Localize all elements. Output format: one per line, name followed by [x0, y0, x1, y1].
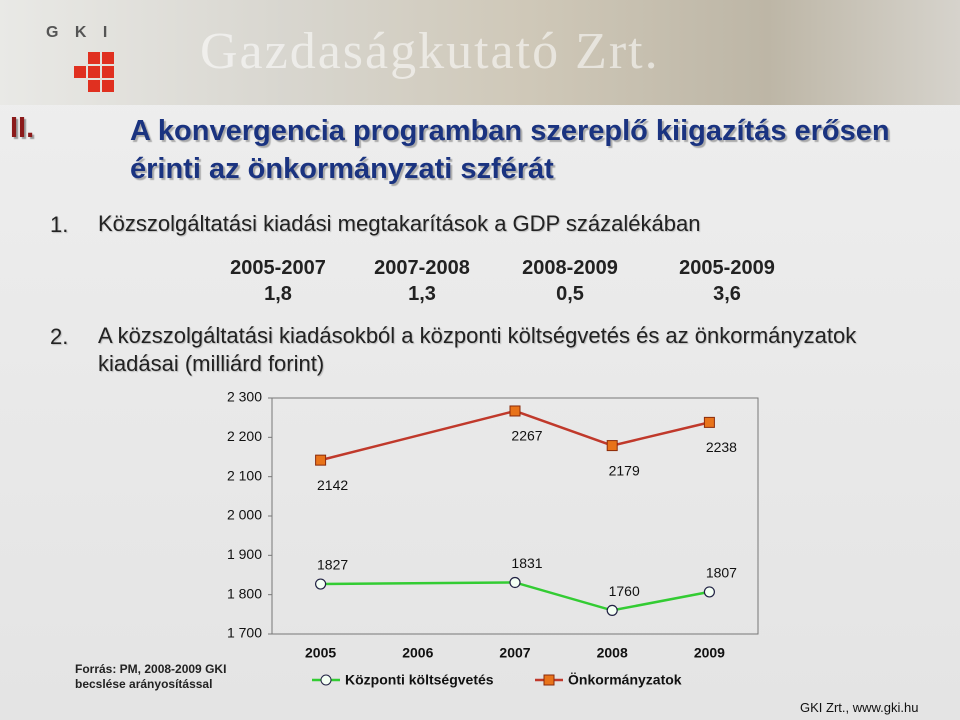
legend-label: Központi költségvetés	[345, 672, 494, 688]
series-line	[320, 409, 710, 462]
table-header: 2005-2009	[679, 257, 775, 279]
data-label: 1831	[511, 555, 542, 571]
point	[315, 454, 327, 466]
footer: GKI Zrt., www.gki.hu	[800, 700, 919, 715]
y-tick-label: 1 700	[227, 625, 262, 641]
x-tick-label: 2005	[305, 645, 336, 661]
y-tick-label: 2 300	[227, 389, 262, 405]
data-label: 2142	[317, 477, 348, 493]
legend-label: Önkormányzatok	[568, 672, 682, 688]
item-number: 1.	[50, 212, 69, 237]
data-label: 1760	[609, 583, 640, 599]
point	[606, 440, 618, 452]
y-tick-label: 2 200	[227, 428, 262, 444]
y-tick-label: 1 800	[227, 585, 262, 601]
x-tick-label: 2008	[597, 645, 628, 661]
point	[509, 576, 521, 589]
table-header: 2005-2007	[230, 257, 326, 279]
table-value: 0,5	[556, 283, 584, 305]
x-tick-label: 2007	[499, 645, 530, 661]
table-header: 2008-2009	[522, 257, 618, 279]
item-text: Közszolgáltatási kiadási megtakarítások …	[98, 211, 701, 236]
table-value: 1,3	[408, 283, 436, 305]
logo-text: G K I	[46, 24, 114, 41]
logo: G K I	[40, 10, 130, 105]
item-text: A közszolgáltatási kiadásokból a központ…	[98, 323, 857, 376]
y-tick-label: 1 900	[227, 546, 262, 562]
y-tick-label: 2 000	[227, 507, 262, 523]
banner-text: Gazdaságkutató Zrt.	[200, 23, 660, 80]
banner: Gazdaságkutató Zrt.	[0, 0, 960, 105]
table-value: 1,8	[264, 283, 292, 305]
point	[606, 604, 618, 617]
series-line	[320, 581, 710, 612]
data-label: 1807	[706, 565, 737, 581]
data-label: 2179	[609, 462, 640, 478]
point	[509, 405, 521, 417]
point	[315, 578, 327, 590]
title-number: II.	[10, 112, 35, 144]
data-label: 1827	[317, 557, 348, 573]
legend-marker	[543, 674, 555, 686]
data-label: 2238	[706, 439, 737, 455]
logo-squares	[74, 52, 114, 92]
x-tick-label: 2009	[694, 645, 725, 661]
y-tick-label: 2 100	[227, 467, 262, 483]
table-value: 3,6	[713, 283, 741, 305]
source: Forrás: PM, 2008-2009 GKI becslése arány…	[75, 662, 227, 691]
point	[703, 586, 716, 598]
data-label: 2267	[511, 428, 542, 444]
item-number: 2.	[50, 324, 69, 349]
legend-marker	[320, 674, 332, 686]
title: A konvergencia programban szereplő kiiga…	[130, 115, 890, 185]
table-header: 2007-2008	[374, 257, 470, 279]
x-tick-label: 2006	[402, 645, 433, 661]
point	[703, 416, 715, 428]
